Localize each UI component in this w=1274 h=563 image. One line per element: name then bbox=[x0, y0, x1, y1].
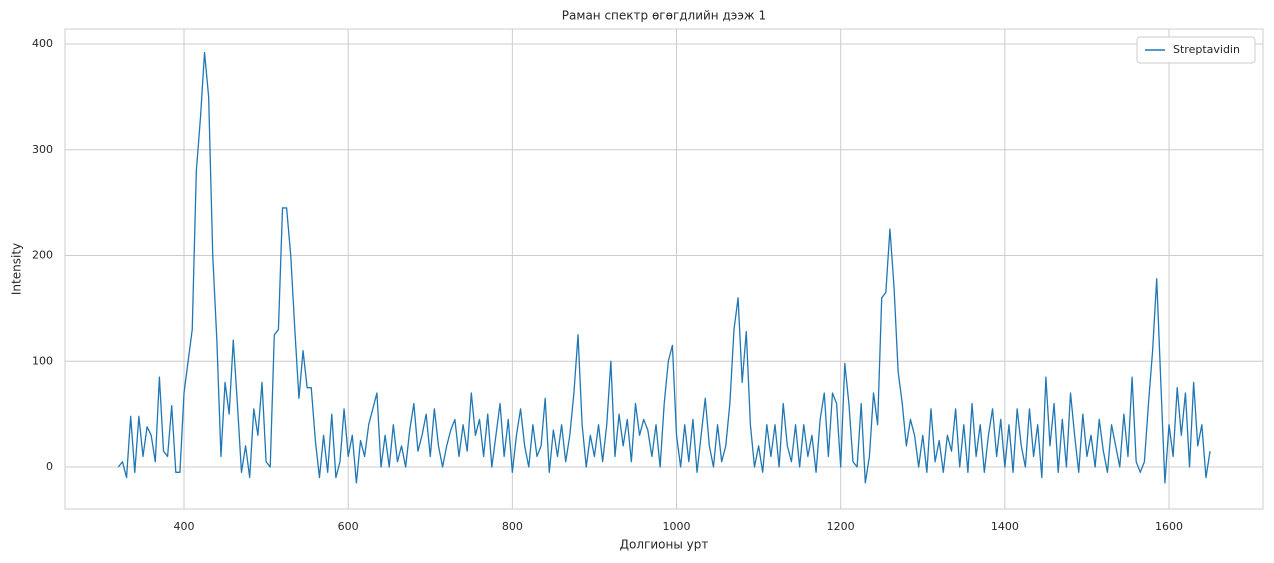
legend-label: Streptavidin bbox=[1173, 43, 1240, 56]
x-tick-label: 1400 bbox=[991, 520, 1019, 533]
x-tick-label: 1000 bbox=[663, 520, 691, 533]
y-tick-label: 300 bbox=[32, 143, 53, 156]
x-tick-label: 1200 bbox=[827, 520, 855, 533]
data-line bbox=[117, 51, 1211, 484]
y-tick-label: 100 bbox=[32, 354, 53, 367]
y-tick-label: 400 bbox=[32, 37, 53, 50]
x-tick-label: 600 bbox=[338, 520, 359, 533]
legend-box bbox=[1136, 36, 1256, 64]
y-axis-label: Intensity bbox=[10, 243, 24, 295]
x-tick-label: 1600 bbox=[1155, 520, 1183, 533]
x-axis-label: Долгионы урт bbox=[620, 538, 709, 552]
x-tick-label: 800 bbox=[502, 520, 523, 533]
y-tick-label: 200 bbox=[32, 249, 53, 262]
x-tick-label: 400 bbox=[174, 520, 195, 533]
plot-frame bbox=[64, 28, 1264, 510]
chart-title: Раман спектр өгөгдлийн дээж 1 bbox=[562, 9, 766, 23]
y-tick-label: 0 bbox=[46, 460, 53, 473]
